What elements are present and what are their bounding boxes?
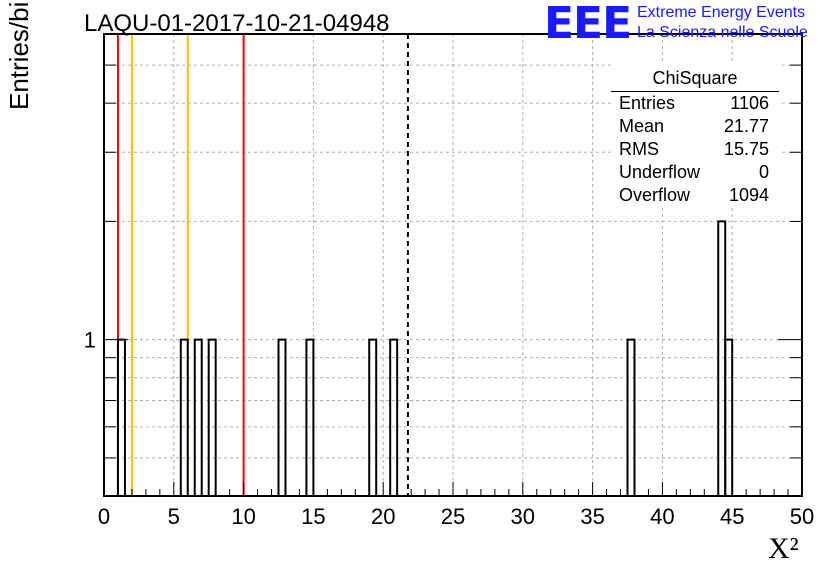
stats-value: 21.77 — [723, 116, 769, 136]
stats-value: 1106 — [730, 93, 769, 113]
y-tick-label: 1 — [84, 328, 96, 353]
histogram-bin — [207, 338, 217, 496]
x-tick-label: 20 — [371, 504, 395, 529]
stats-row-mean: Mean 21.77 — [619, 116, 769, 138]
x-tick-label: 15 — [301, 504, 325, 529]
stats-key: Underflow — [619, 162, 701, 182]
histogram-bin — [193, 338, 203, 496]
x-axis-label: X² — [768, 532, 799, 565]
y-axis-label: Entries/bin — [4, 0, 34, 110]
grid-lines — [104, 34, 802, 496]
stats-title: ChiSquare — [652, 68, 738, 88]
stats-row-overflow: Overflow 1094 — [619, 185, 769, 207]
logo-line-2: La Scienza nelle Scuole — [637, 24, 808, 41]
logo-mark: EEE — [544, 0, 632, 49]
stats-box: ChiSquare Entries 1106 Mean 21.77 RMS 15… — [611, 64, 779, 208]
stats-value: 15.75 — [723, 139, 769, 159]
stats-row-entries: Entries 1106 — [619, 93, 769, 115]
stats-row-rms: RMS 15.75 — [619, 139, 769, 161]
x-tick-label: 25 — [441, 504, 465, 529]
stats-divider — [611, 91, 779, 92]
histogram-bin — [277, 338, 287, 496]
histogram-bars — [116, 220, 734, 496]
stats-key: Mean — [619, 116, 665, 136]
histogram-bin — [626, 338, 636, 496]
stats-key: Entries — [619, 93, 676, 113]
x-tick-label: 35 — [580, 504, 604, 529]
stats-key: Overflow — [619, 185, 691, 205]
x-tick-label: 0 — [98, 504, 110, 529]
histogram-bin — [389, 338, 399, 496]
stats-key: RMS — [619, 139, 659, 159]
x-tick-label: 50 — [790, 504, 814, 529]
axis-ticks — [103, 64, 803, 496]
histogram-bin — [724, 338, 734, 496]
histogram-bin — [717, 220, 727, 496]
stats-value: 1094 — [728, 185, 769, 205]
chart-title: LAQU-01-2017-10-21-04948 — [84, 10, 390, 37]
x-tick-label: 30 — [511, 504, 535, 529]
x-tick-label: 45 — [720, 504, 744, 529]
histogram-bin — [116, 338, 126, 496]
histogram-bin — [179, 338, 189, 496]
x-tick-label: 5 — [168, 504, 180, 529]
histogram-bin — [368, 338, 378, 496]
x-tick-label: 40 — [650, 504, 674, 529]
histogram-bin — [305, 338, 315, 496]
stats-row-underflow: Underflow 0 — [619, 162, 769, 184]
logo-line-1: Extreme Energy Events — [637, 4, 806, 21]
x-tick-label: 10 — [231, 504, 255, 529]
tick-labels: 0 5 10 15 20 25 30 35 40 45 50 1 — [84, 328, 814, 529]
stats-value: 0 — [758, 162, 769, 182]
